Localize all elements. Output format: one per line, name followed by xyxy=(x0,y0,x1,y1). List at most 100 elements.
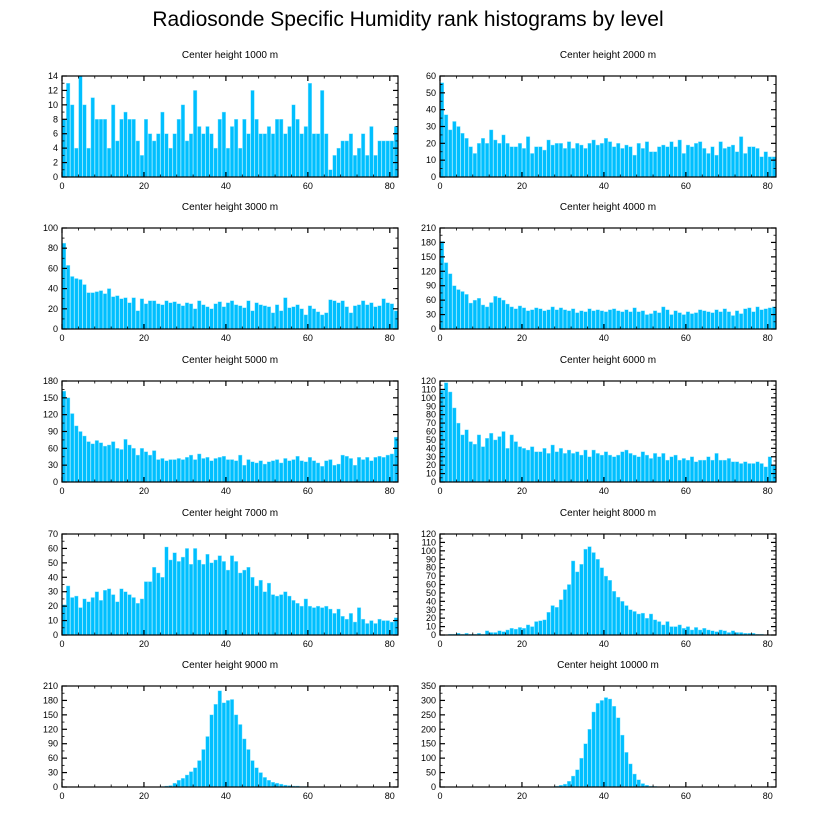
x-tick-label: 0 xyxy=(437,639,442,649)
histogram-bar xyxy=(258,304,263,330)
histogram-bar xyxy=(271,460,276,483)
x-tick-label: 80 xyxy=(763,791,773,801)
histogram-bar xyxy=(197,300,202,330)
histogram-bar xyxy=(509,434,514,483)
histogram-bar xyxy=(291,600,296,636)
panel-title: Center height 8000 m xyxy=(560,508,656,519)
histogram-bar xyxy=(644,617,649,636)
plot-frame xyxy=(439,533,777,636)
histogram-bar xyxy=(542,448,547,483)
histogram-bar xyxy=(538,620,543,636)
histogram-bar xyxy=(763,151,768,178)
histogram-bar xyxy=(747,463,752,483)
histogram-bar xyxy=(509,628,514,636)
histogram-bar xyxy=(690,629,695,636)
histogram-bar xyxy=(513,146,518,178)
y-tick-label: 30 xyxy=(426,452,436,462)
histogram-bar xyxy=(262,777,267,788)
histogram-bar xyxy=(575,451,580,483)
histogram-bar xyxy=(730,461,735,483)
histogram-bar xyxy=(513,441,518,483)
histogram-bar xyxy=(271,781,276,788)
histogram-bar xyxy=(587,308,592,330)
histogram-bar xyxy=(632,307,637,330)
histogram-bar xyxy=(115,601,120,636)
histogram-bar xyxy=(661,144,666,178)
y-tick-label: 150 xyxy=(421,739,436,749)
x-tick-label: 80 xyxy=(385,486,395,496)
histogram-bar xyxy=(393,310,398,330)
x-tick-label: 20 xyxy=(139,333,149,343)
histogram-bar xyxy=(66,265,71,330)
histogram-bar xyxy=(221,561,226,636)
histogram-bar xyxy=(230,555,235,636)
histogram-bar xyxy=(702,310,707,330)
histogram-bar xyxy=(722,459,727,483)
histogram-bar xyxy=(612,591,617,636)
histogram-bar xyxy=(70,413,75,483)
histogram-bar xyxy=(698,141,703,178)
histogram-bar xyxy=(628,609,633,636)
histogram-bar xyxy=(567,310,572,330)
histogram-bar xyxy=(677,624,682,636)
histogram-bar xyxy=(98,600,103,636)
histogram-bar xyxy=(677,459,682,483)
histogram-bar xyxy=(225,302,230,330)
histogram-bar xyxy=(702,628,707,636)
histogram-bar xyxy=(234,714,239,788)
histogram-bar xyxy=(751,311,756,330)
histogram-bar xyxy=(743,461,748,483)
histogram-bar xyxy=(320,466,325,483)
histogram-bar xyxy=(389,140,394,178)
histogram-bar xyxy=(599,310,604,330)
panel-title: Center height 2000 m xyxy=(560,50,656,61)
histogram-bar xyxy=(127,444,132,483)
histogram-bar xyxy=(295,455,300,483)
histogram-bar xyxy=(111,441,116,483)
histogram-bar xyxy=(595,453,600,483)
histogram-bar xyxy=(152,450,157,483)
histogram-bar xyxy=(348,133,353,178)
histogram-bar xyxy=(258,133,263,178)
histogram-bar xyxy=(595,309,600,330)
y-tick-label: 250 xyxy=(421,710,436,720)
panel-title: Center height 1000 m xyxy=(182,50,278,61)
histogram-bar xyxy=(299,605,304,636)
histogram-bar xyxy=(291,459,296,483)
histogram-bar xyxy=(538,451,543,483)
y-tick-label: 90 xyxy=(48,427,58,437)
histogram-bar xyxy=(234,561,239,636)
histogram-bar xyxy=(517,446,522,483)
y-tick-label: 0 xyxy=(431,172,436,182)
histogram-bar xyxy=(316,133,321,178)
x-tick-label: 80 xyxy=(385,639,395,649)
histogram-bar xyxy=(526,136,531,178)
panel-title: Center height 10000 m xyxy=(557,660,659,671)
histogram-bar xyxy=(571,560,576,636)
histogram-bar xyxy=(94,591,99,636)
histogram-bar xyxy=(172,301,177,330)
y-tick-label: 0 xyxy=(53,324,58,334)
histogram-bar xyxy=(230,126,235,178)
histogram-bar xyxy=(168,559,173,636)
y-tick-label: 60 xyxy=(48,753,58,763)
histogram-bar xyxy=(164,133,169,178)
histogram-bar xyxy=(649,313,654,330)
y-tick-label: 120 xyxy=(421,376,436,386)
histogram-bar xyxy=(193,459,198,483)
histogram-bar xyxy=(575,143,580,178)
histogram-bar xyxy=(546,453,551,483)
histogram-bar xyxy=(115,295,120,330)
y-tick-label: 30 xyxy=(48,460,58,470)
histogram-bar xyxy=(489,129,494,178)
histogram-bar xyxy=(685,459,690,483)
histogram-bar xyxy=(230,459,235,483)
histogram-bar xyxy=(234,460,239,483)
histogram-bar xyxy=(538,146,543,178)
histogram-bar xyxy=(468,146,473,178)
histogram-bar xyxy=(735,461,740,483)
x-tick-label: 40 xyxy=(599,181,609,191)
x-tick-label: 60 xyxy=(681,791,691,801)
histogram-bar xyxy=(771,306,776,330)
y-tick-label: 40 xyxy=(426,443,436,453)
